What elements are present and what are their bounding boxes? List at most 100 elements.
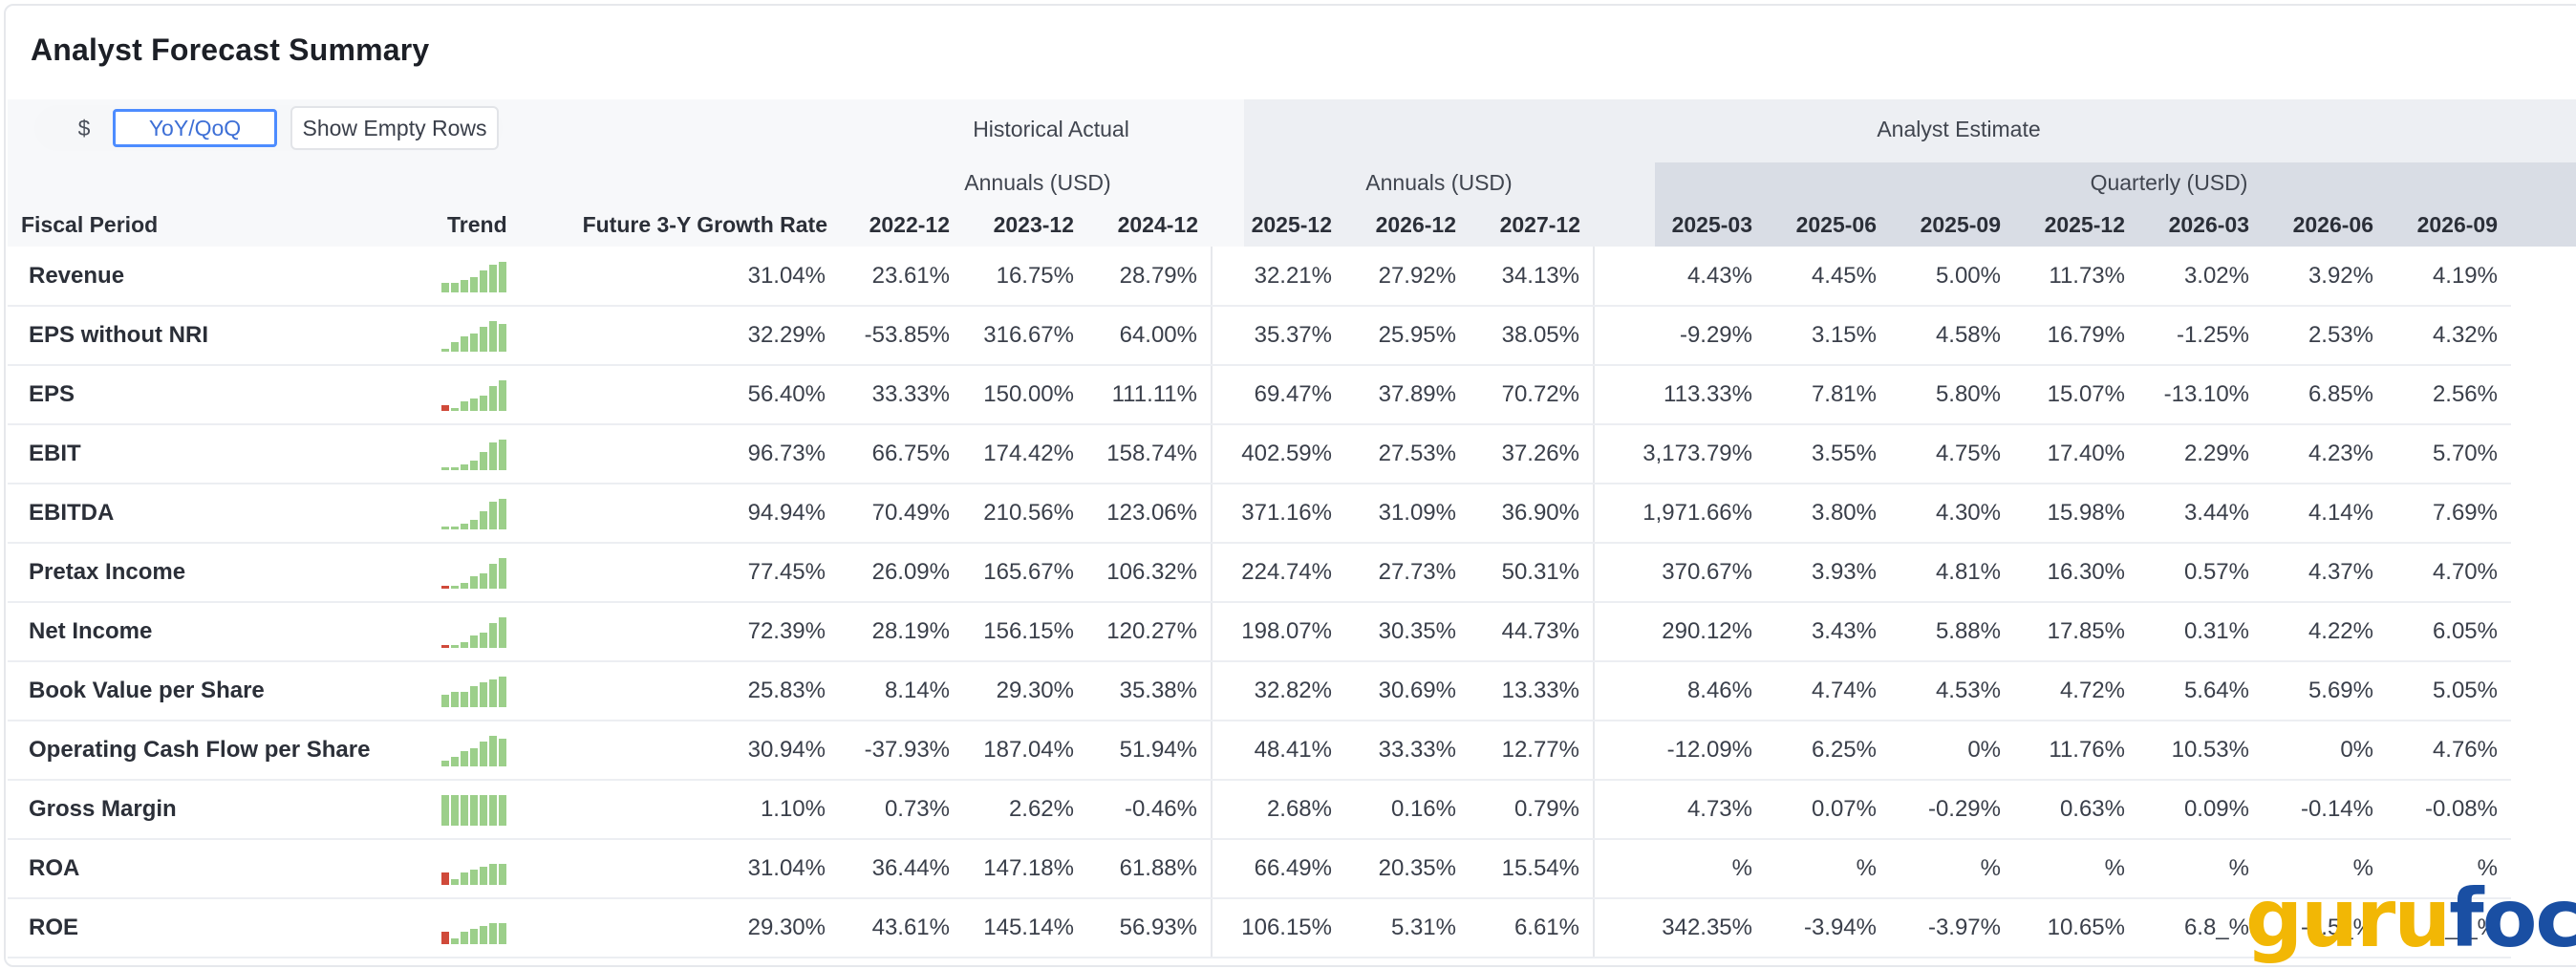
value-cell: 0% xyxy=(2263,721,2387,781)
value-cell: 111.11% xyxy=(1087,365,1212,425)
value-cell: 4.14% xyxy=(2263,484,2387,544)
value-cell: 5.88% xyxy=(1890,602,2014,662)
value-cell: 3.55% xyxy=(1766,424,1890,484)
value-cell: % xyxy=(1593,839,1766,899)
table-row: Revenue 31.04% 23.61% 16.75% 28.79% 32.21% 27.… xyxy=(8,247,2511,307)
table-row: EBITDA 94.94% 70.49% 210.56% 123.06% 371.16% 3… xyxy=(8,484,2511,544)
show-empty-rows-button[interactable]: Show Empty Rows xyxy=(290,106,499,150)
value-cell: 35.38% xyxy=(1087,661,1212,721)
sparkline-bar xyxy=(499,324,506,352)
sparkline-bar xyxy=(489,736,497,766)
value-cell: 27.92% xyxy=(1345,247,1470,307)
table-row: EPS 56.40% 33.33% 150.00% 111.11% 69.47% 37.89… xyxy=(8,365,2511,425)
sparkline-bar xyxy=(441,760,449,766)
value-cell: 0.63% xyxy=(2014,780,2138,840)
period-header-2025-12: 2025-12 xyxy=(1251,212,1332,237)
value-cell: 0.31% xyxy=(2138,602,2263,662)
sparkline-bar xyxy=(451,282,459,292)
sparkline-bar xyxy=(489,264,497,292)
sparkline-bar xyxy=(480,633,487,648)
sparkline-bar xyxy=(480,396,487,411)
period-header-2025-12: 2025-12 xyxy=(2044,212,2125,237)
value-cell: % xyxy=(1766,839,1890,899)
dollar-toggle-button[interactable]: $ xyxy=(77,116,91,140)
sparkline-bar xyxy=(480,795,487,826)
sparkline-bars xyxy=(441,556,506,589)
value-cell: -13.10% xyxy=(2138,365,2263,425)
trend-sparkline[interactable] xyxy=(428,839,543,899)
value-cell: 342.35% xyxy=(1593,898,1766,958)
value-cell: % xyxy=(1890,839,2014,899)
value-cell: 4.22% xyxy=(2263,602,2387,662)
trend-sparkline[interactable] xyxy=(428,898,543,958)
value-cell: 29.30% xyxy=(963,661,1087,721)
value-cell: 66.49% xyxy=(1211,839,1345,899)
row-label: Operating Cash Flow per Share xyxy=(8,721,428,781)
value-cell: 106.32% xyxy=(1087,543,1212,603)
value-cell: 15.07% xyxy=(2014,365,2138,425)
sparkline-bar xyxy=(441,932,449,944)
trend-sparkline[interactable] xyxy=(428,780,543,840)
quarterly-header: Quarterly (USD) xyxy=(2090,170,2248,195)
sparkline-bar xyxy=(451,342,459,352)
growth-rate-value: 29.30% xyxy=(543,898,839,958)
value-cell: 4.19% xyxy=(2387,247,2511,307)
trend-sparkline[interactable] xyxy=(428,484,543,544)
sparkline-bar xyxy=(499,380,506,411)
sparkline-bar xyxy=(499,558,506,589)
growth-rate-value: 56.40% xyxy=(543,365,839,425)
value-cell: 69.47% xyxy=(1211,365,1345,425)
trend-sparkline[interactable] xyxy=(428,661,543,721)
value-cell: 70.72% xyxy=(1470,365,1594,425)
value-cell: 48.41% xyxy=(1211,721,1345,781)
trend-sparkline[interactable] xyxy=(428,721,543,781)
sparkline-bar xyxy=(470,520,478,529)
growth-rate-value: 25.83% xyxy=(543,661,839,721)
sparkline-bar xyxy=(441,404,449,411)
sparkline-bars xyxy=(441,260,506,292)
value-cell: 3.43% xyxy=(1766,602,1890,662)
value-cell: 7.81% xyxy=(1766,365,1890,425)
value-cell: 0.73% xyxy=(839,780,963,840)
trend-sparkline[interactable] xyxy=(428,543,543,603)
value-cell: 4.43% xyxy=(1593,247,1766,307)
yoy-qoq-toggle-button[interactable]: YoY/QoQ xyxy=(113,109,277,147)
trend-sparkline[interactable] xyxy=(428,365,543,425)
sparkline-bar xyxy=(499,440,506,470)
value-cell: 37.26% xyxy=(1470,424,1594,484)
value-cell: 0.57% xyxy=(2138,543,2263,603)
value-cell: 5.64% xyxy=(2138,661,2263,721)
trend-sparkline[interactable] xyxy=(428,602,543,662)
value-cell: 4.72% xyxy=(2014,661,2138,721)
sparkline-bar xyxy=(470,461,478,470)
value-cell: -0.29% xyxy=(1890,780,2014,840)
sparkline-bar xyxy=(451,795,459,826)
sparkline-bar xyxy=(441,644,449,648)
trend-sparkline[interactable] xyxy=(428,247,543,307)
trend-sparkline[interactable] xyxy=(428,424,543,484)
sparkline-bars xyxy=(441,912,506,944)
growth-rate-value: 31.04% xyxy=(543,247,839,307)
value-cell: 11.73% xyxy=(2014,247,2138,307)
value-cell: 16.79% xyxy=(2014,306,2138,366)
value-cell: 6.61% xyxy=(1470,898,1594,958)
sparkline-bar xyxy=(461,641,468,648)
value-cell: 2.56% xyxy=(2387,365,2511,425)
growth-rate-value: 32.29% xyxy=(543,306,839,366)
value-cell: 6.25% xyxy=(1766,721,1890,781)
sparkline-bar xyxy=(489,442,497,470)
value-cell: 37.89% xyxy=(1345,365,1470,425)
value-cell: 174.42% xyxy=(963,424,1087,484)
value-cell: 145.14% xyxy=(963,898,1087,958)
sparkline-bar xyxy=(480,510,487,529)
sparkline-bar xyxy=(489,321,497,352)
value-cell: 2.68% xyxy=(1211,780,1345,840)
value-cell: 28.19% xyxy=(839,602,963,662)
value-cell: 23.61% xyxy=(839,247,963,307)
value-cell: 4.73% xyxy=(1593,780,1766,840)
value-cell: 4.30% xyxy=(1890,484,2014,544)
value-cell: 35.37% xyxy=(1211,306,1345,366)
trend-sparkline[interactable] xyxy=(428,306,543,366)
value-cell: 4.53% xyxy=(1890,661,2014,721)
value-cell: 371.16% xyxy=(1211,484,1345,544)
